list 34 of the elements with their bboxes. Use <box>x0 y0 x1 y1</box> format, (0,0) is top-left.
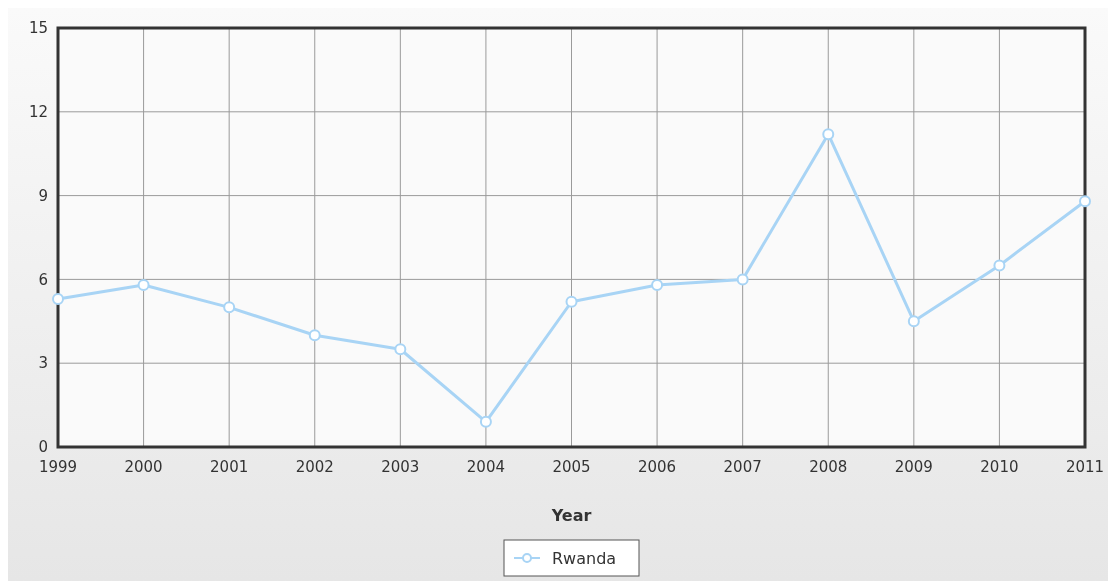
x-tick-label: 2007 <box>723 458 762 476</box>
x-tick-label: 1999 <box>38 458 78 476</box>
x-axis-title: Year <box>550 506 592 525</box>
x-tick-label: 2008 <box>809 458 848 476</box>
x-tick-label: 2009 <box>894 458 933 476</box>
x-tick-label: 2003 <box>381 458 420 476</box>
point <box>993 259 1006 272</box>
y-tick-label: 3 <box>38 354 48 373</box>
point <box>223 301 236 314</box>
y-tick-label: 0 <box>38 438 48 457</box>
y-tick-label: 6 <box>38 270 48 289</box>
point <box>52 292 64 305</box>
point <box>394 343 407 356</box>
y-tick-label: 15 <box>28 19 48 38</box>
point <box>308 329 321 342</box>
y-tick-label: 12 <box>28 103 48 122</box>
point <box>479 415 492 428</box>
point <box>822 128 835 141</box>
x-tick-label: 2004 <box>466 458 506 476</box>
point <box>907 315 920 328</box>
y-tick-label: 9 <box>38 186 48 205</box>
x-tick-label: 2011 <box>1065 458 1105 476</box>
x-tick-label: 2010 <box>980 458 1019 476</box>
x-tick-label: 2001 <box>210 458 249 476</box>
x-tick-label: 2002 <box>295 458 334 476</box>
point <box>565 295 578 308</box>
x-tick-label: 2006 <box>637 458 677 476</box>
point <box>736 273 749 286</box>
x-tick-label: 2005 <box>552 458 591 476</box>
legend-label: Rwanda <box>552 548 617 568</box>
point <box>651 278 664 291</box>
x-tick-label: 2000 <box>124 458 163 476</box>
point <box>1079 195 1091 208</box>
point <box>137 278 150 291</box>
